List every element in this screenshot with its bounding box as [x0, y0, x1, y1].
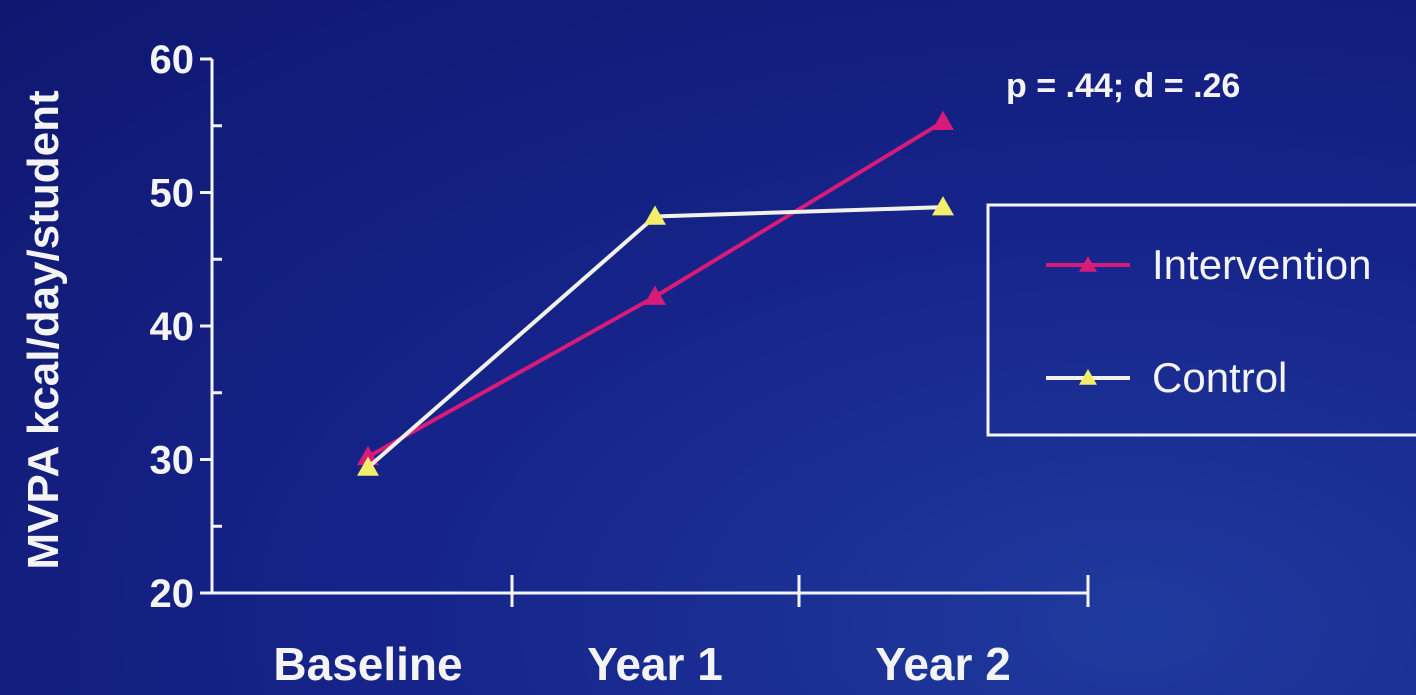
x-tick-label: Year 2 — [875, 638, 1011, 690]
y-tick-label: 20 — [150, 572, 195, 616]
x-tick-label: Baseline — [273, 638, 462, 690]
legend-marker — [1079, 369, 1097, 385]
data-point-control — [357, 456, 379, 476]
legend-box — [986, 203, 1416, 437]
series-line-control — [366, 205, 944, 470]
data-point-control — [932, 196, 954, 216]
data-point-control — [644, 205, 666, 225]
data-point-intervention — [644, 285, 666, 305]
stats-annotation: p = .44; d = .26 — [1006, 67, 1240, 105]
data-point-intervention — [932, 110, 954, 130]
y-tick-label: 40 — [150, 305, 195, 349]
legend: Intervention Control — [986, 203, 1416, 437]
series-layer — [357, 110, 954, 476]
x-axis-ticks: Baseline Year 1 Year 2 — [273, 575, 1090, 690]
y-axis-label: MVPA kcal/day/student — [19, 90, 68, 570]
y-axis-ticks: 20 30 40 50 60 — [150, 38, 222, 616]
y-tick-label: 30 — [150, 439, 195, 483]
legend-marker — [1079, 256, 1097, 272]
y-tick-label: 50 — [150, 172, 195, 216]
legend-label: Intervention — [1152, 241, 1371, 288]
x-tick-label: Year 1 — [587, 638, 723, 690]
legend-label: Control — [1152, 354, 1287, 401]
y-tick-label: 60 — [150, 38, 195, 82]
